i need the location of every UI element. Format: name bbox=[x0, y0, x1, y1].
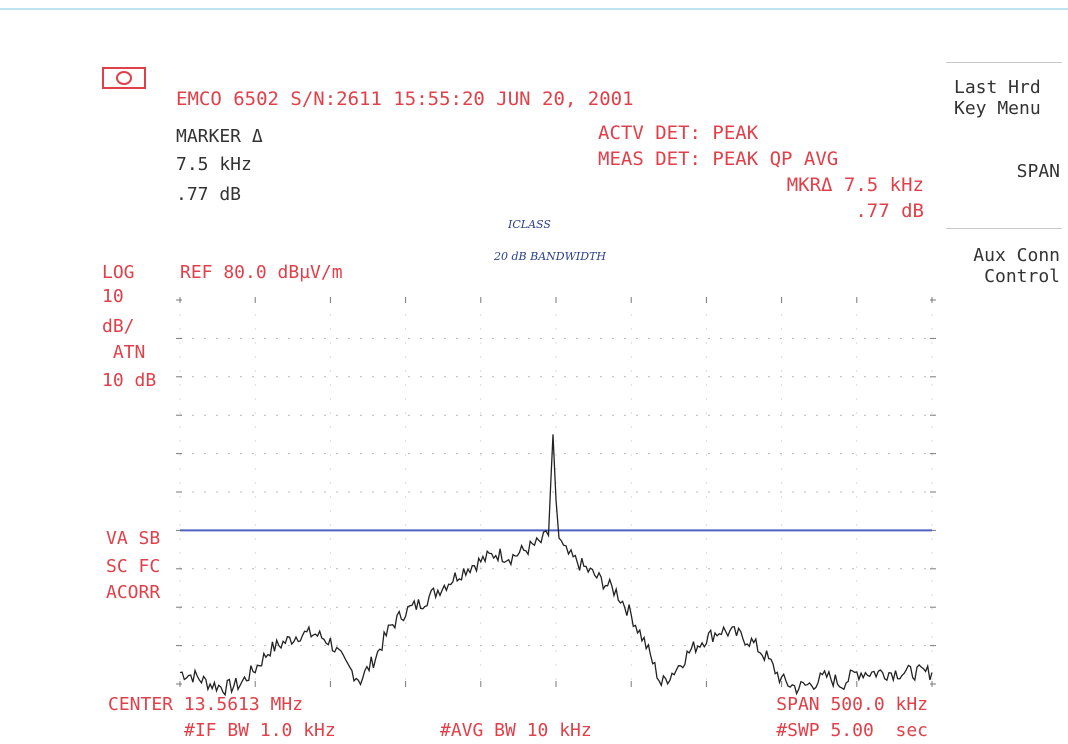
actv-det: ACTV DET: PEAK bbox=[598, 122, 759, 144]
softkey-span[interactable]: SPAN bbox=[1016, 161, 1060, 182]
handwritten-note-class: ICLASS bbox=[508, 218, 551, 231]
mode-sc-fc: SC FC bbox=[106, 556, 161, 577]
reference-level: REF 80.0 dBµV/m bbox=[180, 262, 343, 283]
softkey-label: Control bbox=[984, 265, 1060, 287]
header-title: EMCO 6502 S/N:2611 15:55:20 JUN 20, 2001 bbox=[176, 88, 634, 110]
hp-logo bbox=[102, 67, 146, 89]
scale-log: LOG bbox=[102, 262, 135, 283]
scale-10: 10 bbox=[102, 286, 124, 307]
marker-label: MARKER Δ bbox=[176, 126, 263, 147]
avg-bandwidth: #AVG BW 10 kHz bbox=[440, 720, 592, 741]
span-value: SPAN 500.0 kHz bbox=[776, 694, 928, 715]
mkr-delta-amp: .77 dB bbox=[855, 200, 924, 222]
meas-det: MEAS DET: PEAK QP AVG bbox=[598, 148, 839, 170]
mode-acorr: ACORR bbox=[106, 582, 161, 603]
softkey-label: Key Menu bbox=[954, 97, 1041, 119]
mkr-delta-freq: MKRΔ 7.5 kHz bbox=[786, 174, 924, 196]
spectrum-trace bbox=[179, 434, 933, 697]
softkey-panel: Last Hrd Key Menu SPAN Aux Conn Control bbox=[940, 62, 1068, 302]
if-bandwidth: #IF BW 1.0 kHz bbox=[184, 720, 336, 741]
top-rule bbox=[0, 8, 1068, 10]
mode-va-sb: VA SB bbox=[106, 528, 161, 549]
softkey-separator bbox=[946, 62, 1062, 63]
attenuation-value: 10 dB bbox=[102, 370, 157, 391]
scale-db-div: dB/ bbox=[102, 316, 135, 337]
softkey-separator bbox=[946, 228, 1062, 229]
sweep-time: #SWP 5.00 sec bbox=[776, 720, 928, 741]
softkey-aux-conn-control[interactable]: Aux Conn Control bbox=[954, 245, 1060, 287]
handwritten-note-bandwidth: 20 dB BANDWIDTH bbox=[494, 250, 606, 263]
attenuation-label: ATN bbox=[102, 342, 146, 363]
marker-amp: .77 dB bbox=[176, 184, 242, 205]
softkey-last-hrd-key-menu[interactable]: Last Hrd Key Menu bbox=[954, 77, 1041, 119]
chart-grid bbox=[176, 297, 936, 687]
marker-freq: 7.5 kHz bbox=[176, 154, 252, 175]
center-frequency: CENTER 13.5613 MHz bbox=[108, 694, 304, 715]
softkey-label: Aux Conn bbox=[973, 245, 1060, 266]
softkey-label: Last Hrd bbox=[954, 77, 1041, 98]
